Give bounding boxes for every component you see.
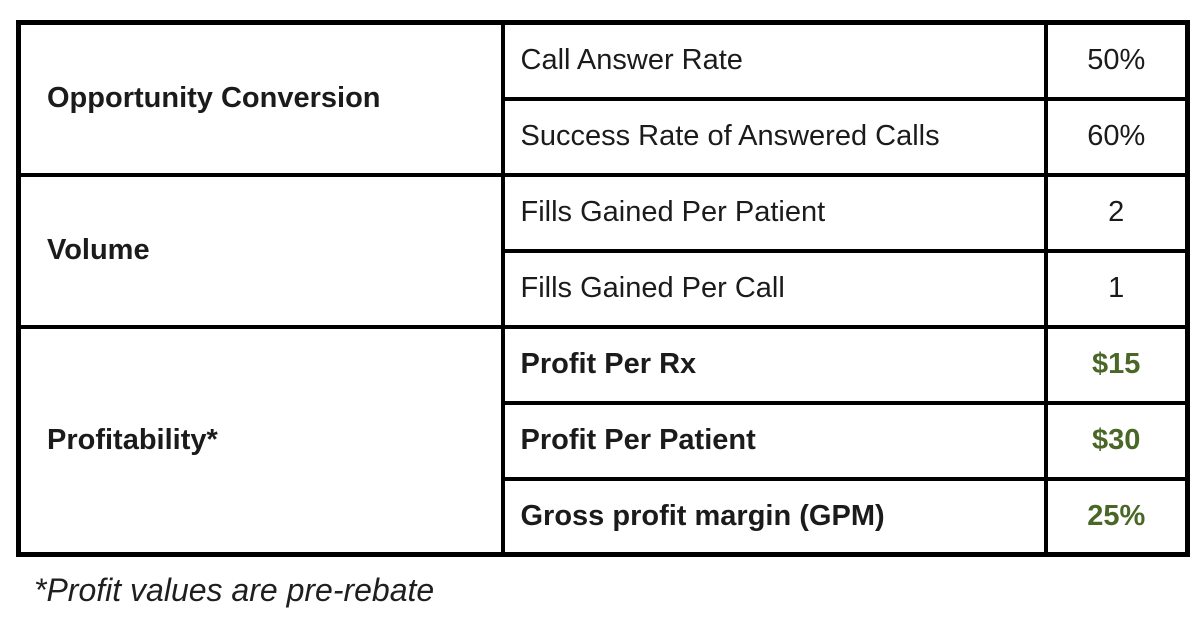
value-cell-profit-per-patient: $30	[1043, 400, 1190, 481]
table-row: Profitability* Profit Per Rx $15	[16, 324, 1190, 557]
value-cell-call-answer-rate: 50%	[1043, 20, 1190, 101]
table-row: Volume Fills Gained Per Patient 2	[16, 172, 1190, 329]
table-row: Success Rate of Answered Calls 60%	[19, 96, 1190, 177]
footnote-pre-rebate: *Profit values are pre-rebate	[34, 572, 435, 608]
category-cell-opportunity-conversion: Opportunity Conversion	[16, 20, 505, 177]
metric-cell-call-answer-rate: Call Answer Rate	[500, 20, 1048, 101]
metric-cell-profit-per-rx: Profit Per Rx	[500, 324, 1048, 405]
value-cell-profit-per-rx: $15	[1043, 324, 1190, 405]
value-cell-fills-per-call: 1	[1043, 248, 1190, 329]
metrics-table: Opportunity Conversion Call Answer Rate …	[16, 20, 1190, 557]
table-row: Profit Per Patient $30	[19, 400, 1190, 481]
metric-cell-fills-per-patient: Fills Gained Per Patient	[500, 172, 1048, 253]
category-cell-profitability: Profitability*	[16, 324, 505, 557]
metric-cell-success-rate: Success Rate of Answered Calls	[500, 96, 1048, 177]
table-row: Fills Gained Per Call 1	[19, 248, 1190, 329]
table-row: Opportunity Conversion Call Answer Rate …	[16, 20, 1190, 177]
table-row: Gross profit margin (GPM) 25%	[19, 476, 1190, 557]
value-cell-gross-profit-margin: 25%	[1043, 476, 1190, 557]
metric-cell-fills-per-call: Fills Gained Per Call	[500, 248, 1048, 329]
metric-cell-gross-profit-margin: Gross profit margin (GPM)	[500, 476, 1048, 557]
value-cell-fills-per-patient: 2	[1043, 172, 1190, 253]
category-cell-volume: Volume	[16, 172, 505, 329]
metric-cell-profit-per-patient: Profit Per Patient	[500, 400, 1048, 481]
value-cell-success-rate: 60%	[1043, 96, 1190, 177]
